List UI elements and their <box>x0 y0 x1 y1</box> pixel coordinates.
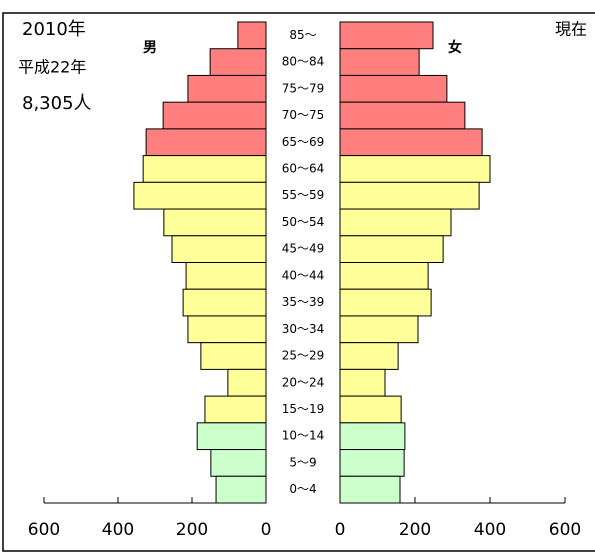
bar <box>145 128 267 157</box>
bar <box>187 315 267 344</box>
age-label: 70～75 <box>282 108 325 122</box>
legend-male: 男 <box>143 40 157 56</box>
bar <box>339 155 491 183</box>
bar <box>142 155 267 183</box>
x-tick-label: 400 <box>474 520 506 540</box>
x-tick-label: 200 <box>176 520 208 540</box>
bar <box>339 74 448 103</box>
bar <box>339 262 429 290</box>
age-label: 15～19 <box>282 402 325 416</box>
bar <box>204 395 267 424</box>
age-label: 60～64 <box>282 161 325 175</box>
age-label: 45～49 <box>282 242 325 256</box>
age-label: 85～ <box>289 28 316 42</box>
bar <box>339 48 420 76</box>
bar <box>339 181 480 210</box>
age-label: 50～54 <box>282 215 325 229</box>
bar <box>339 449 405 477</box>
bar <box>215 475 267 504</box>
chart-title: 2010年 <box>22 19 86 40</box>
age-label: 25～29 <box>282 349 325 363</box>
age-label: 40～44 <box>282 268 325 282</box>
bar <box>200 342 267 370</box>
age-label: 65～69 <box>282 135 325 149</box>
age-label: 80～84 <box>282 55 325 69</box>
legend-female: 女 <box>448 39 462 56</box>
bar <box>339 101 466 130</box>
bar <box>237 21 267 50</box>
bar <box>209 48 267 76</box>
age-label: 5～9 <box>289 455 316 469</box>
age-label: 0～4 <box>289 482 316 496</box>
bar <box>339 288 432 317</box>
bar <box>171 235 267 263</box>
age-label: 55～59 <box>282 188 325 202</box>
bar <box>339 128 483 157</box>
age-label: 30～34 <box>282 322 325 336</box>
bar <box>339 475 401 504</box>
chart-subtitle: 平成22年 <box>18 58 86 77</box>
bar <box>339 368 386 397</box>
bar <box>182 288 267 317</box>
x-tick-label: 0 <box>335 520 346 540</box>
bar <box>339 342 399 370</box>
bar <box>339 235 444 263</box>
x-tick-label: 200 <box>399 520 431 540</box>
x-tick-label: 0 <box>261 520 272 540</box>
note-label: 現在 <box>555 20 587 39</box>
bar <box>339 422 406 451</box>
bar <box>187 74 267 103</box>
bar <box>185 262 267 290</box>
bar <box>339 21 434 50</box>
age-label: 10～14 <box>282 429 325 443</box>
bar <box>210 449 267 477</box>
x-tick-label: 600 <box>549 520 581 540</box>
bar <box>163 208 267 237</box>
age-label: 20～24 <box>282 375 325 389</box>
bar <box>227 368 267 397</box>
bar <box>196 422 267 451</box>
bar <box>339 208 452 237</box>
age-label: 75～79 <box>282 81 325 95</box>
bar <box>339 395 402 424</box>
x-tick-label: 400 <box>102 520 134 540</box>
x-tick-label: 600 <box>28 520 60 540</box>
bar <box>339 315 419 344</box>
bar <box>133 181 267 210</box>
frame <box>2 12 595 552</box>
total-label: 8,305人 <box>22 93 92 114</box>
bar <box>162 101 267 130</box>
age-label: 35～39 <box>282 295 325 309</box>
